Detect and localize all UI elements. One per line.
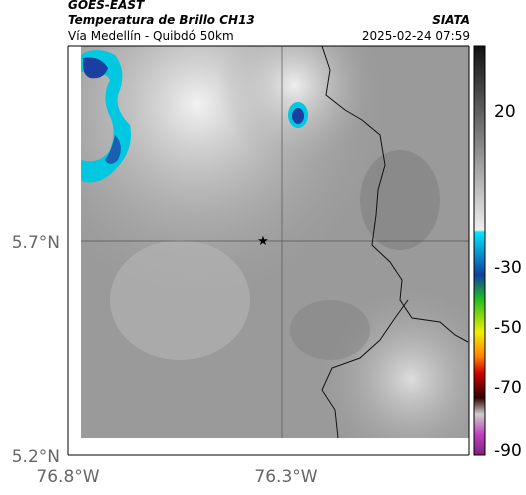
timestamp: 2025-02-24 07:59	[362, 29, 470, 43]
y-tick-label: 5.2°N	[12, 447, 60, 467]
source: SIATA	[432, 13, 470, 27]
colorbar-tick-label: -90	[494, 441, 522, 461]
title: GOES-EAST	[68, 0, 145, 12]
y-tick-label: 5.7°N	[12, 233, 60, 253]
svg-text:★: ★	[257, 234, 269, 249]
x-tick-label: 76.3°W	[254, 467, 317, 487]
route: Vía Medellín - Quibdó 50km	[68, 29, 234, 43]
colorbar-tick-label: -30	[494, 258, 522, 278]
colorbar-tick-label: -50	[494, 318, 522, 338]
colorbar-tick-label: 20	[494, 102, 516, 122]
colorbar-tick-label: -70	[494, 378, 522, 398]
colorbar: 20 -30 -50 -70 -90	[473, 45, 522, 461]
subtitle: Temperatura de Brillo CH13	[68, 13, 255, 27]
x-tick-label: 76.8°W	[36, 467, 99, 487]
map: ★	[67, 45, 470, 456]
